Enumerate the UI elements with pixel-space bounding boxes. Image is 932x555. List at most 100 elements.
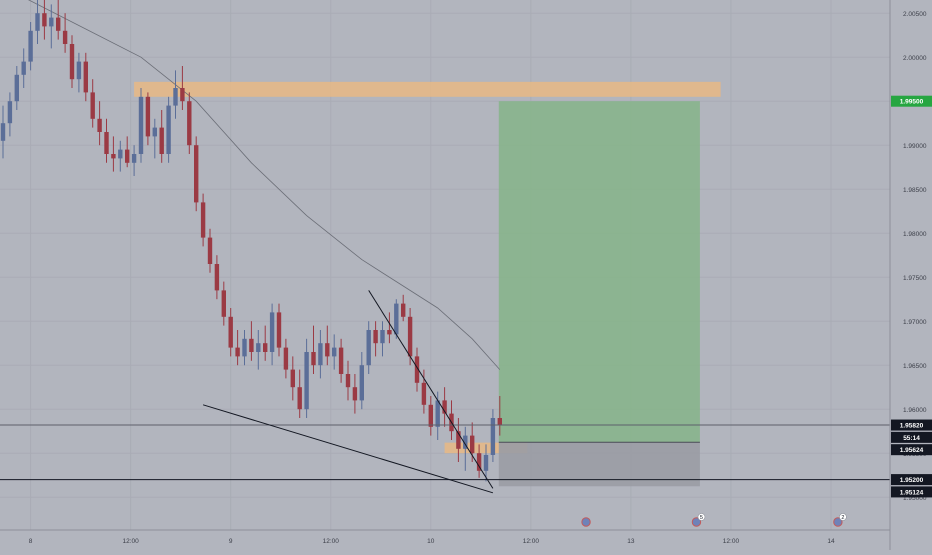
- candle-bull: [242, 338, 247, 357]
- candle-bull: [435, 400, 440, 427]
- candle-bear: [42, 13, 47, 27]
- candle-bull: [173, 88, 178, 106]
- candle-bull: [152, 127, 157, 137]
- candle-bull: [166, 105, 171, 154]
- candle-bull: [269, 312, 275, 352]
- candle-bull: [7, 101, 13, 124]
- moving-average-line: [27, 0, 501, 370]
- candle-bear: [69, 44, 75, 80]
- price-label-text: 1.95124: [900, 489, 924, 496]
- event-count-text: 2: [841, 515, 844, 521]
- event-flag-icon: [581, 517, 591, 527]
- price-label-box: [891, 444, 932, 456]
- candle-bull: [28, 30, 33, 62]
- long-position-tool[interactable]: [498, 101, 700, 487]
- price-label-box: [891, 486, 932, 498]
- candle-bear: [352, 387, 358, 401]
- candle-bear: [228, 316, 233, 348]
- candle-bear: [290, 369, 295, 388]
- y-tick-label: 1.98500: [903, 187, 927, 194]
- candle-bull: [318, 343, 323, 366]
- candle-bear: [283, 347, 289, 370]
- candle-bear: [62, 30, 68, 44]
- candle-bear: [194, 145, 199, 203]
- candle-bear: [159, 127, 164, 154]
- candle-bull: [304, 352, 309, 410]
- event-marker[interactable]: [581, 517, 591, 527]
- candle-bear: [414, 356, 420, 383]
- x-tick-label: 8: [29, 538, 33, 545]
- profit-zone: [498, 101, 700, 443]
- x-tick-label: 12:00: [523, 538, 540, 545]
- candle-bear: [235, 347, 240, 357]
- candle-bull: [366, 330, 371, 366]
- y-tick-label: 1.95000: [903, 495, 927, 502]
- price-label-text: 1.95624: [900, 447, 924, 454]
- candle-bull: [76, 61, 82, 80]
- candle-bull: [35, 13, 40, 31]
- candle-bear: [90, 92, 95, 119]
- x-tick-label: 12:00: [123, 538, 140, 545]
- candle-bull: [118, 149, 123, 159]
- candle-bear: [83, 61, 88, 93]
- price-label-box: [891, 419, 932, 431]
- price-label-text: 1.95820: [900, 423, 924, 430]
- x-tick-label: 12:00: [323, 538, 340, 545]
- candle-bear: [428, 404, 433, 427]
- candle-bear: [338, 347, 344, 374]
- candle-bear: [249, 338, 254, 352]
- candle-bull: [332, 347, 337, 357]
- candle-bear: [145, 96, 151, 137]
- candle-bear: [276, 312, 282, 348]
- y-tick-label: 1.96000: [903, 407, 927, 414]
- y-tick-label: 2.00000: [903, 55, 927, 62]
- candle-bear: [104, 132, 109, 154]
- y-tick-label: 2.00500: [903, 11, 927, 18]
- candle-bear: [221, 290, 226, 317]
- candle-bear: [56, 17, 61, 31]
- candle-bear: [345, 374, 351, 388]
- candle-bull: [49, 17, 54, 27]
- event-marker[interactable]: 5: [691, 513, 706, 527]
- candle-bull: [138, 96, 144, 154]
- trendline: [368, 290, 494, 489]
- candle-bear: [263, 343, 268, 352]
- candle-bull: [483, 454, 489, 471]
- candle-bull: [256, 343, 261, 352]
- candle-bear: [497, 418, 502, 426]
- candle-bear: [180, 88, 185, 102]
- candle-bear: [97, 118, 102, 132]
- supply-demand-zone: [134, 81, 721, 97]
- candle-bull: [380, 330, 385, 344]
- y-tick-label: 1.96500: [903, 363, 927, 370]
- event-flag-icon: [691, 517, 702, 527]
- candle-bear: [401, 303, 406, 317]
- candle-bull: [359, 365, 364, 401]
- event-marker[interactable]: 2: [833, 513, 847, 527]
- y-tick-label: 1.99000: [903, 143, 927, 150]
- x-tick-label: 10: [427, 538, 435, 545]
- price-label-box: [891, 431, 932, 443]
- x-tick-label: 14: [827, 538, 835, 545]
- y-tick-label: 1.97500: [903, 275, 927, 282]
- y-tick-label: 1.97000: [903, 319, 927, 326]
- price-label-text: 1.95200: [900, 477, 924, 484]
- loss-zone: [498, 442, 700, 487]
- price-label-text: 1.99500: [900, 99, 924, 106]
- drawings[interactable]: [0, 290, 890, 494]
- candle-bear: [125, 149, 130, 163]
- price-label-box: [891, 474, 932, 486]
- trendline: [202, 404, 494, 494]
- moving-average: [27, 0, 501, 370]
- candle-bear: [442, 400, 447, 414]
- y-tick-label: 1.98000: [903, 231, 927, 238]
- candle-bear: [214, 264, 220, 291]
- candle-bear: [207, 237, 213, 264]
- candle-bear: [421, 382, 427, 405]
- price-labels: 1.99500 1.95820 55:14 1.95624 1.95200 1.95124: [891, 95, 932, 498]
- candle-bear: [311, 352, 316, 366]
- price-label-text: 55:14: [903, 435, 920, 442]
